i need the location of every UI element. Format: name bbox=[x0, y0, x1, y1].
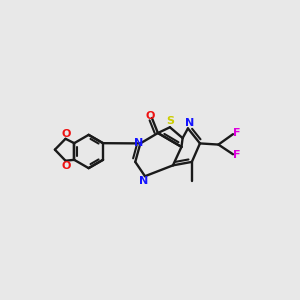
Text: O: O bbox=[62, 161, 71, 171]
Text: F: F bbox=[233, 150, 240, 160]
Text: O: O bbox=[146, 111, 155, 121]
Text: N: N bbox=[134, 138, 144, 148]
Text: N: N bbox=[185, 118, 194, 128]
Text: S: S bbox=[166, 116, 174, 127]
Text: O: O bbox=[62, 129, 71, 139]
Text: F: F bbox=[233, 128, 240, 138]
Text: N: N bbox=[139, 176, 148, 186]
